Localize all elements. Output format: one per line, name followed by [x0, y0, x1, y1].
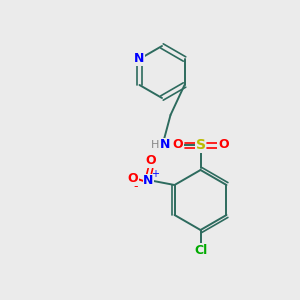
Text: Cl: Cl	[194, 244, 207, 256]
Text: N: N	[143, 175, 154, 188]
Text: O: O	[218, 139, 229, 152]
Text: N: N	[160, 139, 171, 152]
Text: N: N	[134, 52, 145, 65]
Text: O: O	[145, 154, 156, 167]
Text: O: O	[127, 172, 138, 185]
Text: S: S	[196, 138, 206, 152]
Text: H: H	[151, 140, 160, 150]
Text: +: +	[151, 169, 158, 179]
Text: O: O	[172, 139, 183, 152]
Text: -: -	[133, 181, 138, 194]
